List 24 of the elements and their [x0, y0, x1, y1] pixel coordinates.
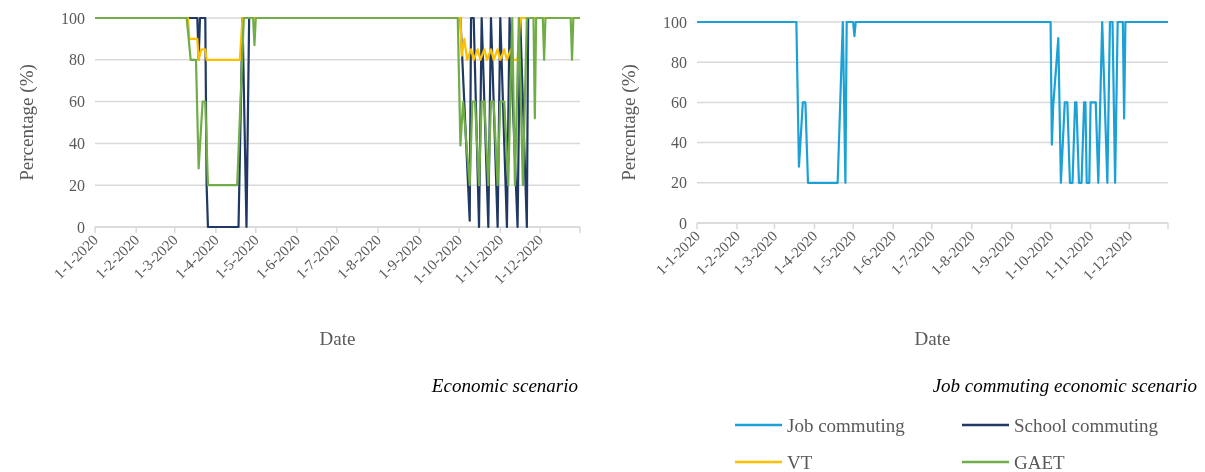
line-series	[695, 20, 1170, 184]
y-tick-label: 60	[69, 93, 85, 111]
line-series	[93, 16, 582, 187]
y-tick-label: 20	[69, 176, 85, 194]
y-axis-title: Percentage (%)	[16, 64, 38, 181]
y-tick-label: 80	[671, 53, 687, 71]
legend-label: Job commuting	[787, 414, 906, 436]
y-tick-label: 100	[61, 9, 85, 27]
y-tick-label: 80	[69, 51, 85, 69]
y-tick-label: 100	[663, 13, 687, 31]
x-axis-title: Date	[914, 328, 951, 349]
y-tick-label: 0	[77, 218, 85, 236]
y-tick-label: 40	[671, 134, 687, 152]
x-axis-title: Date	[319, 328, 356, 349]
y-tick-label: 20	[671, 174, 687, 192]
legend-label: School commuting	[1014, 414, 1159, 436]
y-axis-title: Percentage (%)	[618, 64, 640, 181]
y-tick-label: 0	[679, 214, 687, 232]
legend-label: VT	[787, 451, 813, 472]
legend-label: GAET	[1014, 451, 1066, 472]
text: Job commuting economic scenario	[932, 375, 1197, 396]
text: Economic scenario	[430, 375, 578, 396]
y-tick-label: 40	[69, 135, 85, 152]
y-tick-label: 60	[671, 94, 687, 111]
